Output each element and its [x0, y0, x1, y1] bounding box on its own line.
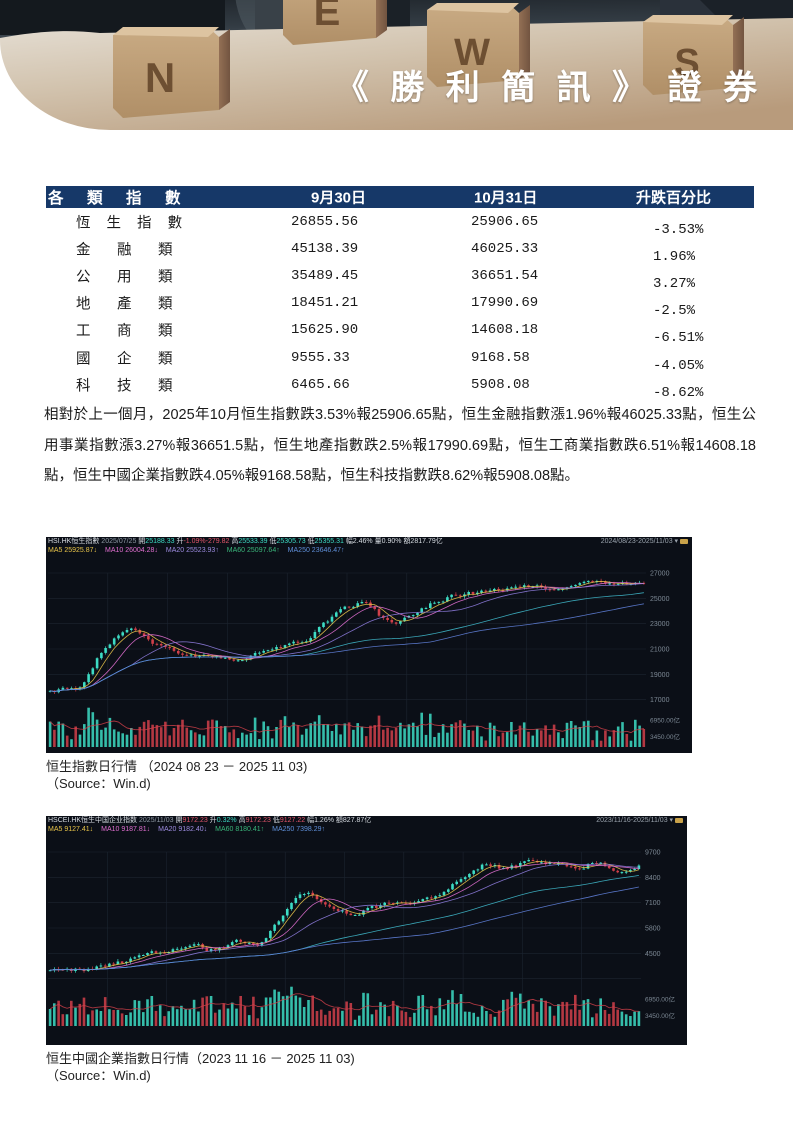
svg-text:4500: 4500 [645, 951, 661, 958]
svg-text:21000: 21000 [650, 647, 670, 654]
svg-text:25000: 25000 [650, 596, 670, 603]
svg-text:3450.00亿: 3450.00亿 [645, 1011, 675, 1020]
svg-text:8400: 8400 [645, 875, 661, 882]
svg-text:3450.00亿: 3450.00亿 [650, 732, 680, 741]
svg-text:N: N [145, 54, 175, 101]
svg-text:5800: 5800 [645, 926, 661, 933]
svg-text:7100: 7100 [645, 900, 661, 907]
svg-text:E: E [314, 0, 341, 34]
svg-text:9700: 9700 [645, 850, 661, 857]
svg-text:27000: 27000 [650, 571, 670, 578]
svg-text:19000: 19000 [650, 672, 670, 679]
svg-text:17000: 17000 [650, 697, 670, 704]
svg-text:23000: 23000 [650, 621, 670, 628]
svg-text:6950.00亿: 6950.00亿 [650, 715, 680, 724]
svg-text:6950.00亿: 6950.00亿 [645, 994, 675, 1003]
